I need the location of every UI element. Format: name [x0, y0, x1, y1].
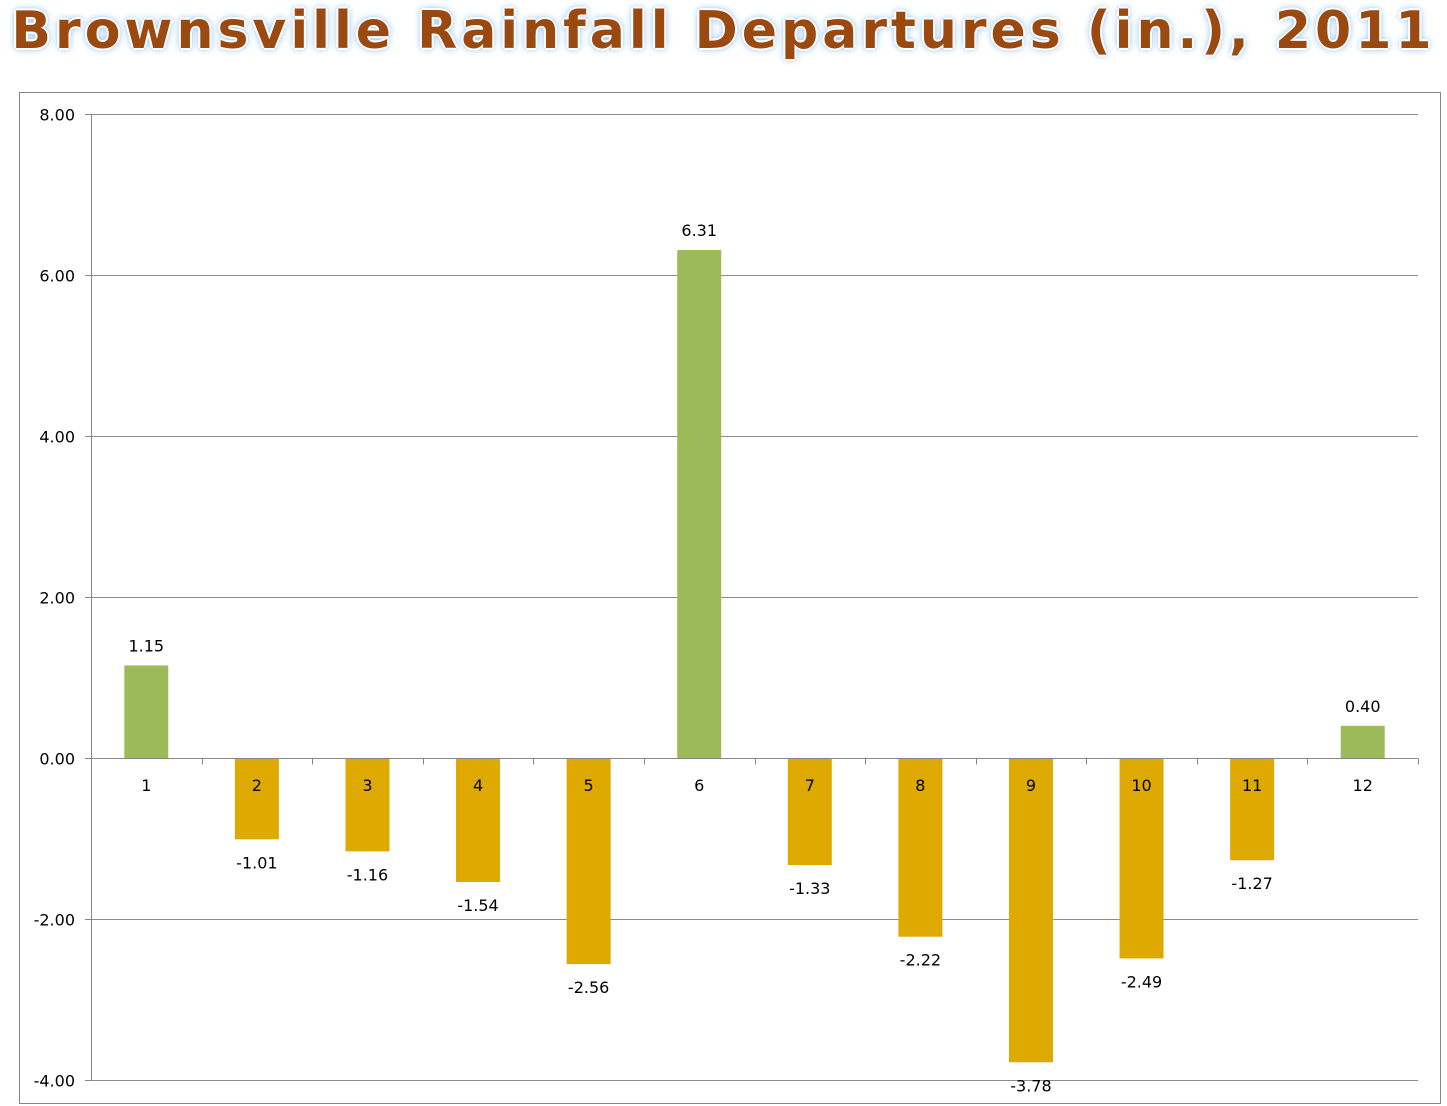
- data-label: 6.31: [681, 221, 717, 240]
- x-tick-label: 11: [1242, 776, 1262, 795]
- bar: [787, 758, 832, 866]
- y-tick-label: 0.00: [39, 750, 75, 769]
- data-label: -1.33: [789, 879, 830, 898]
- x-tick-label: 8: [915, 776, 925, 795]
- y-tick-label: -2.00: [34, 911, 75, 930]
- x-tick-label: 10: [1131, 776, 1151, 795]
- data-label: -1.54: [457, 896, 498, 915]
- bar: [677, 250, 722, 759]
- data-label: -1.16: [347, 865, 388, 884]
- axes: [85, 114, 1419, 1081]
- gridlines: [91, 114, 1418, 1081]
- x-tick-label: 2: [252, 776, 262, 795]
- y-tick-label: 6.00: [39, 267, 75, 286]
- y-tick-label: 4.00: [39, 428, 75, 447]
- data-label: -2.22: [900, 951, 941, 970]
- x-tick-label: 7: [805, 776, 815, 795]
- bar: [566, 758, 611, 965]
- bar: [1230, 758, 1275, 861]
- bar: [456, 758, 501, 882]
- data-label: -3.78: [1010, 1076, 1051, 1095]
- x-tick-label: 12: [1353, 776, 1373, 795]
- x-tick-label: 6: [694, 776, 704, 795]
- bar: [1119, 758, 1164, 959]
- bar: [1340, 725, 1385, 758]
- x-tick-label: 1: [141, 776, 151, 795]
- x-tick-label: 3: [362, 776, 372, 795]
- x-tick-label: 4: [473, 776, 483, 795]
- x-axis-tick-labels: 1 2 3 4 5 6 7 8 9 10 11 12: [141, 776, 1373, 795]
- bar: [898, 758, 943, 937]
- data-label: -1.27: [1231, 874, 1272, 893]
- bar: [345, 758, 390, 852]
- x-tick-label: 9: [1026, 776, 1036, 795]
- y-tick-label: -4.00: [34, 1072, 75, 1091]
- data-label: 0.40: [1345, 697, 1381, 716]
- chart-title: Brownsville Rainfall Departures (in.), 2…: [11, 1, 1436, 61]
- data-labels: 1.15 -1.01 -1.16 -1.54 -2.56 6.31 -1.33 -2.22 -3…: [128, 221, 1380, 1095]
- y-tick-label: 8.00: [39, 106, 75, 125]
- x-tick-label: 5: [584, 776, 594, 795]
- data-label: -2.56: [568, 978, 609, 997]
- bar: [124, 665, 169, 758]
- y-tick-label: 2.00: [39, 589, 75, 608]
- data-label: -1.01: [236, 853, 277, 872]
- bar: [1008, 758, 1053, 1063]
- bars: [124, 250, 1385, 1063]
- y-axis-tick-labels: 8.00 6.00 4.00 2.00 0.00 -2.00 -4.00: [34, 106, 75, 1091]
- bar: [234, 758, 279, 840]
- data-label: -2.49: [1121, 972, 1162, 991]
- data-label: 1.15: [128, 636, 164, 655]
